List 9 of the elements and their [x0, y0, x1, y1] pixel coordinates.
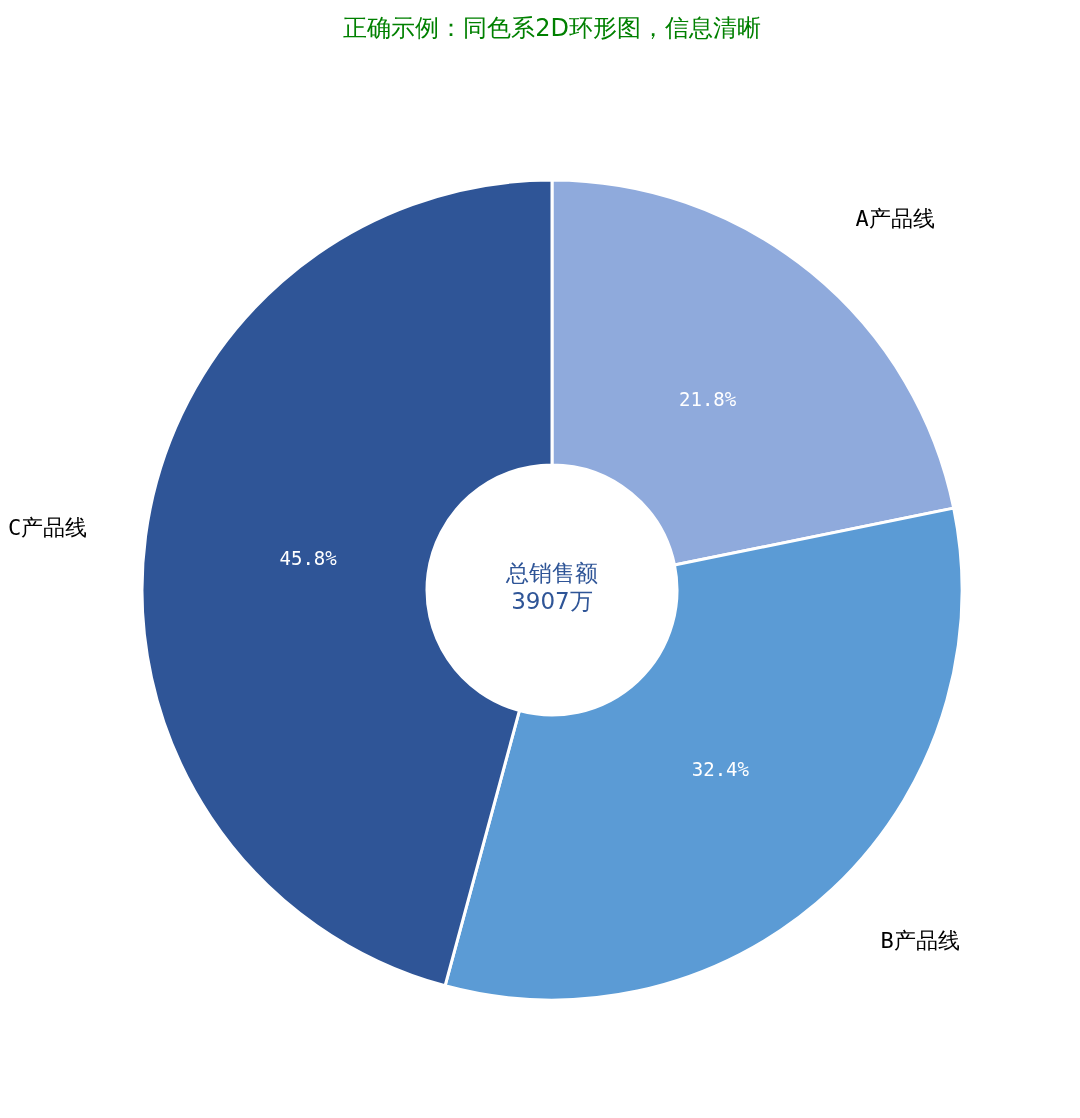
data-label: 45.8%	[279, 546, 338, 569]
data-label: 32.4%	[691, 758, 750, 781]
text: 总销售额	[505, 560, 598, 586]
slice-label: A产品线	[855, 206, 935, 232]
slice-label: C产品线	[8, 514, 88, 540]
data-label: 21.8%	[679, 388, 737, 411]
chart-title: 正确示例：同色系2D环形图，信息清晰	[343, 14, 761, 42]
text: 3907万	[511, 588, 593, 614]
slice-label: B产品线	[880, 927, 960, 953]
